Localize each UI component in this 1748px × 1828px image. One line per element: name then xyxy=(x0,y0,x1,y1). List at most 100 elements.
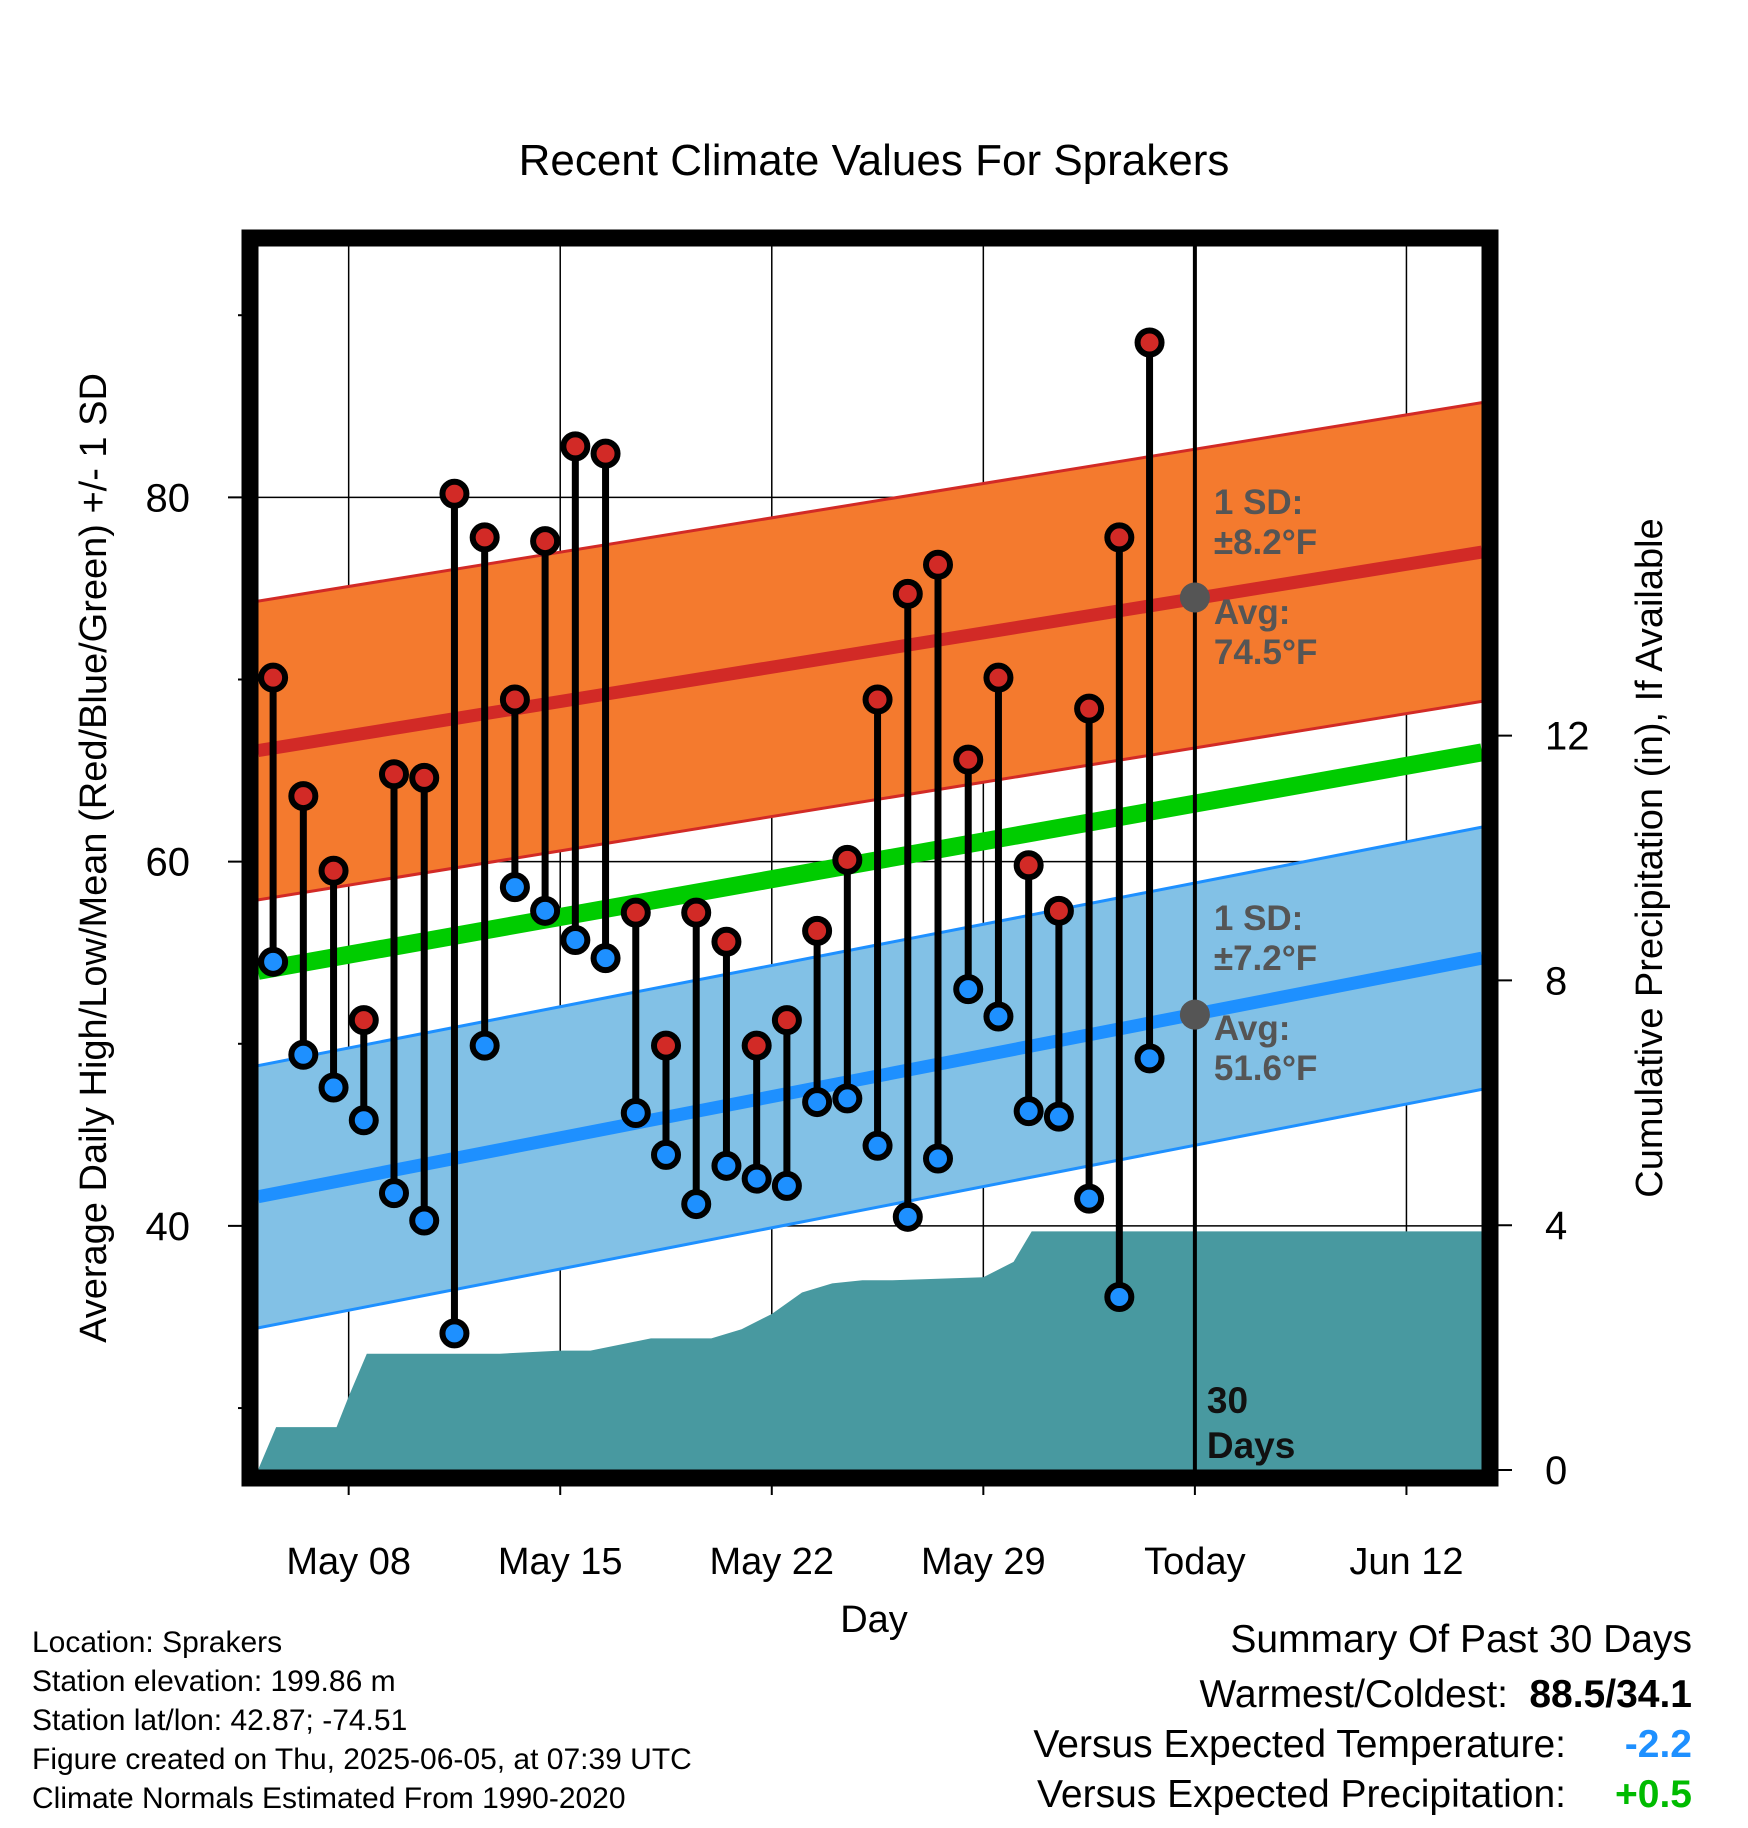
precip-anomaly-value: +0.5 xyxy=(1615,1773,1692,1816)
normal-low-line xyxy=(258,951,1482,1204)
high-sd-upper-edge xyxy=(258,401,1482,603)
high-sd-annotation: 1 SD: ±8.2°F xyxy=(1214,483,1317,562)
y-right-tick-label-2: 8 xyxy=(1545,959,1567,1003)
temp-anomaly-value: -2.2 xyxy=(1624,1723,1692,1766)
y-left-tick-label-0: 40 xyxy=(146,1205,191,1249)
warm-cold-label: Warmest/Coldest: xyxy=(1199,1673,1508,1716)
y-axis-left-label: Average Daily High/Low/Mean (Red/Blue/Gr… xyxy=(73,373,115,1343)
high-marker-10 xyxy=(560,431,591,462)
x-axis-label: Day xyxy=(840,1599,908,1641)
low-marker-13 xyxy=(651,1139,681,1170)
low-avg-annotation: Avg: 51.6°F xyxy=(1214,1009,1318,1088)
high-marker-4 xyxy=(379,759,409,790)
low-marker-1 xyxy=(288,1039,319,1070)
high-marker-5 xyxy=(409,762,440,793)
days-label: 30 Days xyxy=(1207,1380,1295,1466)
low-marker-16 xyxy=(741,1163,772,1194)
low-marker-6 xyxy=(439,1318,470,1349)
low-marker-9 xyxy=(530,895,561,926)
x-tick-label-2: May 22 xyxy=(709,1541,834,1583)
elevation-text: Station elevation: 199.86 m xyxy=(32,1665,396,1698)
low-marker-18 xyxy=(802,1087,833,1118)
high-marker-0 xyxy=(258,662,289,693)
normals-text: Climate Normals Estimated From 1990-2020 xyxy=(32,1782,626,1815)
high-marker-24 xyxy=(983,662,1014,693)
normal-high-line xyxy=(258,545,1482,757)
low-marker-26 xyxy=(1043,1101,1074,1132)
low-sd-upper-edge xyxy=(258,825,1482,1068)
y-right-tick-label-3: 12 xyxy=(1545,715,1590,759)
normal-mean-line xyxy=(258,743,1482,980)
high-sd-lower-edge xyxy=(258,699,1482,902)
y-left-tick-label-1: 60 xyxy=(146,841,191,885)
high-marker-8 xyxy=(499,684,530,715)
temp-anomaly-label: Versus Expected Temperature: xyxy=(1033,1723,1566,1766)
high-marker-23 xyxy=(953,744,984,775)
high-avg-annotation: Avg: 74.5°F xyxy=(1214,593,1318,672)
high-marker-28 xyxy=(1104,522,1135,553)
low-marker-2 xyxy=(318,1072,349,1103)
low-marker-21 xyxy=(892,1201,923,1232)
plot-area xyxy=(258,401,1482,1470)
high-marker-12 xyxy=(620,897,651,928)
low-marker-5 xyxy=(409,1205,440,1236)
x-tick-label-4: Today xyxy=(1144,1541,1245,1583)
low-marker-22 xyxy=(923,1143,953,1174)
low-sd-annotation: 1 SD: ±7.2°F xyxy=(1214,899,1317,978)
today-high-avg-dot xyxy=(1179,582,1210,613)
high-marker-17 xyxy=(771,1005,802,1036)
high-marker-13 xyxy=(651,1030,681,1061)
high-marker-6 xyxy=(439,478,470,509)
low-marker-23 xyxy=(953,974,984,1005)
high-marker-21 xyxy=(892,578,923,609)
x-tick-label-5: Jun 12 xyxy=(1349,1541,1463,1583)
high-marker-7 xyxy=(469,522,500,553)
location-text: Location: Sprakers xyxy=(32,1626,283,1659)
low-marker-15 xyxy=(711,1150,742,1181)
low-marker-14 xyxy=(681,1189,712,1220)
high-marker-16 xyxy=(741,1030,772,1061)
y-axis-right-label: Cumulative Precipitation (in), If Availa… xyxy=(1629,518,1671,1197)
low-sd-lower-edge xyxy=(258,1087,1482,1330)
warm-cold-value: 88.5/34.1 xyxy=(1529,1673,1692,1716)
chart-title: Recent Climate Values For Sprakers xyxy=(519,136,1230,185)
low-marker-3 xyxy=(348,1105,379,1136)
low-marker-20 xyxy=(862,1130,893,1161)
x-tick-label-0: May 08 xyxy=(286,1541,411,1583)
plot-frame xyxy=(241,229,1499,1487)
high-marker-20 xyxy=(862,684,893,715)
high-marker-11 xyxy=(590,438,621,469)
low-marker-19 xyxy=(832,1083,863,1114)
high-marker-25 xyxy=(1013,850,1044,881)
x-tick-label-3: May 29 xyxy=(921,1541,1046,1583)
x-tick-label-1: May 15 xyxy=(498,1541,623,1583)
low-marker-8 xyxy=(499,872,530,903)
low-marker-0 xyxy=(258,946,289,977)
created-text: Figure created on Thu, 2025-06-05, at 07… xyxy=(32,1743,692,1776)
precip-anomaly-label: Versus Expected Precipitation: xyxy=(1037,1773,1566,1816)
high-marker-22 xyxy=(923,549,953,580)
low-marker-28 xyxy=(1104,1281,1135,1312)
high-marker-14 xyxy=(681,897,712,928)
low-marker-10 xyxy=(560,924,591,955)
y-right-tick-label-1: 4 xyxy=(1545,1204,1567,1248)
high-marker-2 xyxy=(318,855,349,886)
low-marker-27 xyxy=(1074,1183,1105,1214)
latlon-text: Station lat/lon: 42.87; -74.51 xyxy=(32,1704,408,1737)
high-marker-18 xyxy=(802,915,833,946)
low-marker-17 xyxy=(771,1170,802,1201)
data-marks: 1 SD: ±8.2°F Avg: 74.5°F 1 SD: ±7.2°F Avg: 51.6… xyxy=(258,244,1318,1470)
high-marker-3 xyxy=(348,1005,379,1036)
low-marker-12 xyxy=(620,1098,651,1128)
low-marker-7 xyxy=(469,1030,500,1061)
precipitation-area xyxy=(258,1231,1482,1470)
low-marker-11 xyxy=(590,943,621,974)
summary-title: Summary Of Past 30 Days xyxy=(1230,1618,1692,1661)
today-low-avg-dot xyxy=(1179,999,1210,1030)
high-marker-27 xyxy=(1074,693,1105,724)
axes: May 08 May 15 May 22 May 29 Today Jun 1240608… xyxy=(146,229,1590,1583)
high-marker-29 xyxy=(1134,327,1165,358)
low-marker-29 xyxy=(1134,1043,1165,1074)
y-right-tick-label-0: 0 xyxy=(1545,1449,1567,1493)
